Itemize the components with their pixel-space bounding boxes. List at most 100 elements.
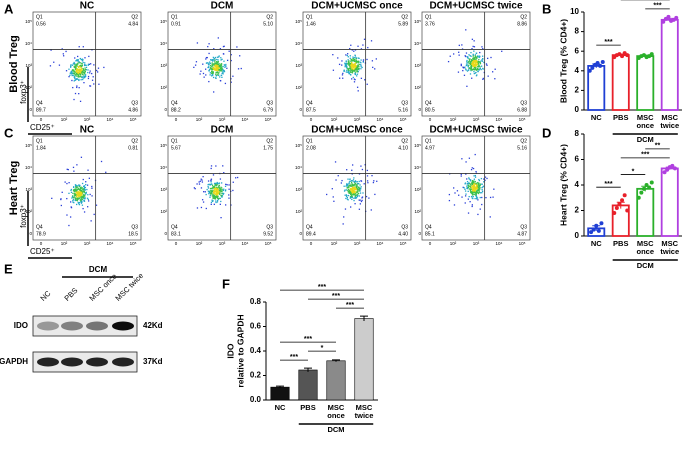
event-dot <box>348 192 350 194</box>
event-dot <box>346 183 348 185</box>
event-dot <box>355 196 358 199</box>
event-dot <box>83 188 85 191</box>
event-dot <box>62 55 65 57</box>
quadrant-value: 18.5 <box>128 231 138 237</box>
event-dot <box>74 65 77 67</box>
event-dot <box>71 64 74 66</box>
event-dot <box>220 65 222 68</box>
event-dot <box>70 70 73 73</box>
data-point <box>614 205 619 210</box>
event-dot <box>80 198 82 201</box>
event-dot <box>478 186 480 188</box>
event-dot <box>204 191 206 193</box>
event-dot <box>205 62 208 64</box>
data-point <box>598 63 603 68</box>
x-tick-label: 10⁴ <box>107 241 114 246</box>
event-dot <box>352 185 355 187</box>
event-dot <box>214 185 216 187</box>
event-dot <box>69 72 71 74</box>
event-dot <box>222 189 225 192</box>
y-tick-label: 10⁵ <box>25 143 32 148</box>
event-dot <box>208 80 210 83</box>
event-dot <box>474 197 476 200</box>
event-dot <box>479 66 481 68</box>
event-dot <box>198 181 200 183</box>
event-dot <box>216 183 218 185</box>
event-dot <box>220 216 222 219</box>
event-dot <box>476 68 478 71</box>
event-dot <box>51 197 53 200</box>
event-dot <box>482 185 485 187</box>
event-dot <box>354 69 356 72</box>
event-dot <box>477 60 479 63</box>
event-dot <box>358 173 361 175</box>
data-point <box>622 193 627 198</box>
event-dot <box>81 63 84 65</box>
event-dot <box>76 75 78 77</box>
event-dot <box>350 66 353 68</box>
event-dot <box>81 70 83 72</box>
event-dot <box>345 189 348 191</box>
event-dot <box>75 195 78 198</box>
event-dot <box>354 55 356 57</box>
event-dot <box>474 63 477 65</box>
x-tick-label: PBS <box>300 403 316 412</box>
quadrant-name: Q2 <box>520 14 527 20</box>
event-dot <box>356 181 359 183</box>
event-dot <box>354 194 357 196</box>
x-tick-label: 10³ <box>84 241 91 246</box>
event-dot <box>218 69 220 71</box>
event-dot <box>481 46 483 48</box>
event-dot <box>354 73 357 76</box>
event-dot <box>352 179 355 181</box>
event-dot <box>208 191 210 193</box>
event-dot <box>222 73 224 75</box>
event-dot <box>473 188 475 190</box>
event-dot <box>75 190 78 192</box>
panel-letter: C <box>4 125 14 140</box>
event-dot <box>476 197 478 199</box>
event-dot <box>89 85 91 87</box>
event-dot <box>76 63 78 66</box>
event-dot <box>73 170 75 172</box>
event-dot <box>214 196 216 198</box>
event-dot <box>79 58 81 60</box>
event-dot <box>73 191 76 193</box>
event-dot <box>193 66 195 69</box>
event-dot <box>345 71 347 73</box>
quadrant-value: 2.08 <box>306 145 316 151</box>
x-tick-label: 10⁴ <box>107 117 114 122</box>
event-dot <box>75 186 77 188</box>
event-dot <box>360 200 363 203</box>
event-dot <box>476 190 478 192</box>
event-dot <box>339 77 341 79</box>
event-dot <box>367 46 369 49</box>
event-dot <box>79 197 81 199</box>
event-dot <box>215 77 217 80</box>
event-dot <box>205 74 207 76</box>
event-dot <box>493 188 495 190</box>
event-dot <box>472 191 474 194</box>
y-tick-label: 4 <box>575 180 580 189</box>
event-dot <box>354 195 357 197</box>
event-dot <box>358 208 361 210</box>
quadrant-name: Q3 <box>266 224 273 230</box>
y-tick-label: 10² <box>160 85 167 90</box>
event-dot <box>81 58 84 60</box>
quadrant-value: 4.84 <box>128 21 138 27</box>
event-dot <box>472 189 474 192</box>
quadrant-value: 80.5 <box>425 107 435 113</box>
event-dot <box>213 58 215 60</box>
event-dot <box>468 178 470 180</box>
event-dot <box>354 72 356 75</box>
event-dot <box>473 190 475 192</box>
event-dot <box>346 185 349 187</box>
event-dot <box>360 59 362 61</box>
event-dot <box>76 68 78 70</box>
event-dot <box>466 185 468 187</box>
event-dot <box>448 193 451 196</box>
event-dot <box>78 87 80 89</box>
event-dot <box>471 38 474 40</box>
event-dot <box>85 69 88 71</box>
event-dot <box>462 67 465 69</box>
